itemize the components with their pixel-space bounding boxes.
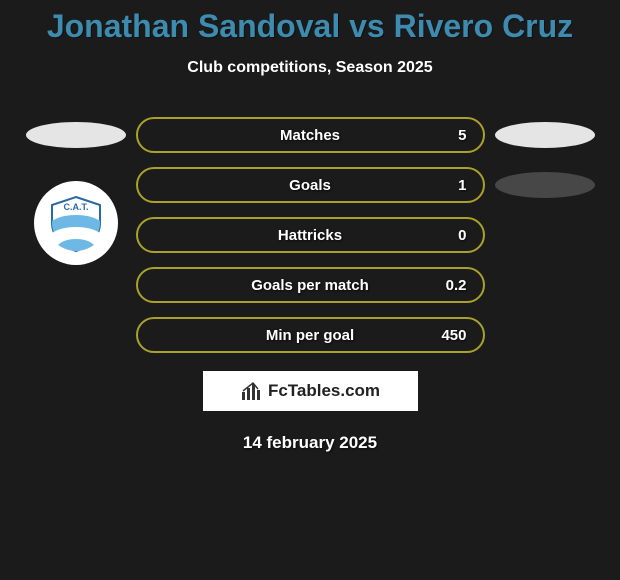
stat-label: Goals <box>138 177 483 194</box>
stat-bar-mpg: Min per goal 450 <box>136 317 485 353</box>
stat-bar-goals: Goals 1 <box>136 167 485 203</box>
right-side-1 <box>485 172 605 198</box>
stat-label: Matches <box>138 127 483 144</box>
stat-value: 450 <box>441 327 466 344</box>
right-ellipse-icon <box>495 122 595 148</box>
stat-row-0: Matches 5 <box>0 117 620 153</box>
brand-box: FcTables.com <box>203 371 418 411</box>
stat-label: Min per goal <box>138 327 483 344</box>
stat-bar-hattricks: Hattricks 0 <box>136 217 485 253</box>
stat-value: 0 <box>458 227 466 244</box>
left-ellipse-icon <box>26 122 126 148</box>
stat-value: 0.2 <box>446 277 467 294</box>
shield-text: C.A.T. <box>63 202 88 212</box>
club-shield-icon: C.A.T. <box>46 193 106 253</box>
stat-row-3: Goals per match 0.2 <box>0 267 620 303</box>
subtitle: Club competitions, Season 2025 <box>0 59 620 77</box>
stat-bar-gpm: Goals per match 0.2 <box>136 267 485 303</box>
right-ellipse-dark-icon <box>495 172 595 198</box>
stat-value: 1 <box>458 177 466 194</box>
right-side-0 <box>485 122 605 148</box>
stat-bar-matches: Matches 5 <box>136 117 485 153</box>
date-text: 14 february 2025 <box>0 433 620 453</box>
stat-label: Goals per match <box>138 277 483 294</box>
brand-text: FcTables.com <box>268 381 380 401</box>
stat-value: 5 <box>458 127 466 144</box>
page-title: Jonathan Sandoval vs Rivero Cruz <box>0 0 620 45</box>
brand-chart-icon <box>240 380 262 402</box>
left-side-0 <box>16 122 136 148</box>
club-logo: C.A.T. <box>34 181 118 265</box>
stat-row-1: C.A.T. Goals 1 <box>0 167 620 203</box>
stat-row-4: Min per goal 450 <box>0 317 620 353</box>
stat-label: Hattricks <box>138 227 483 244</box>
stats-block: Matches 5 C.A.T. G <box>0 117 620 353</box>
